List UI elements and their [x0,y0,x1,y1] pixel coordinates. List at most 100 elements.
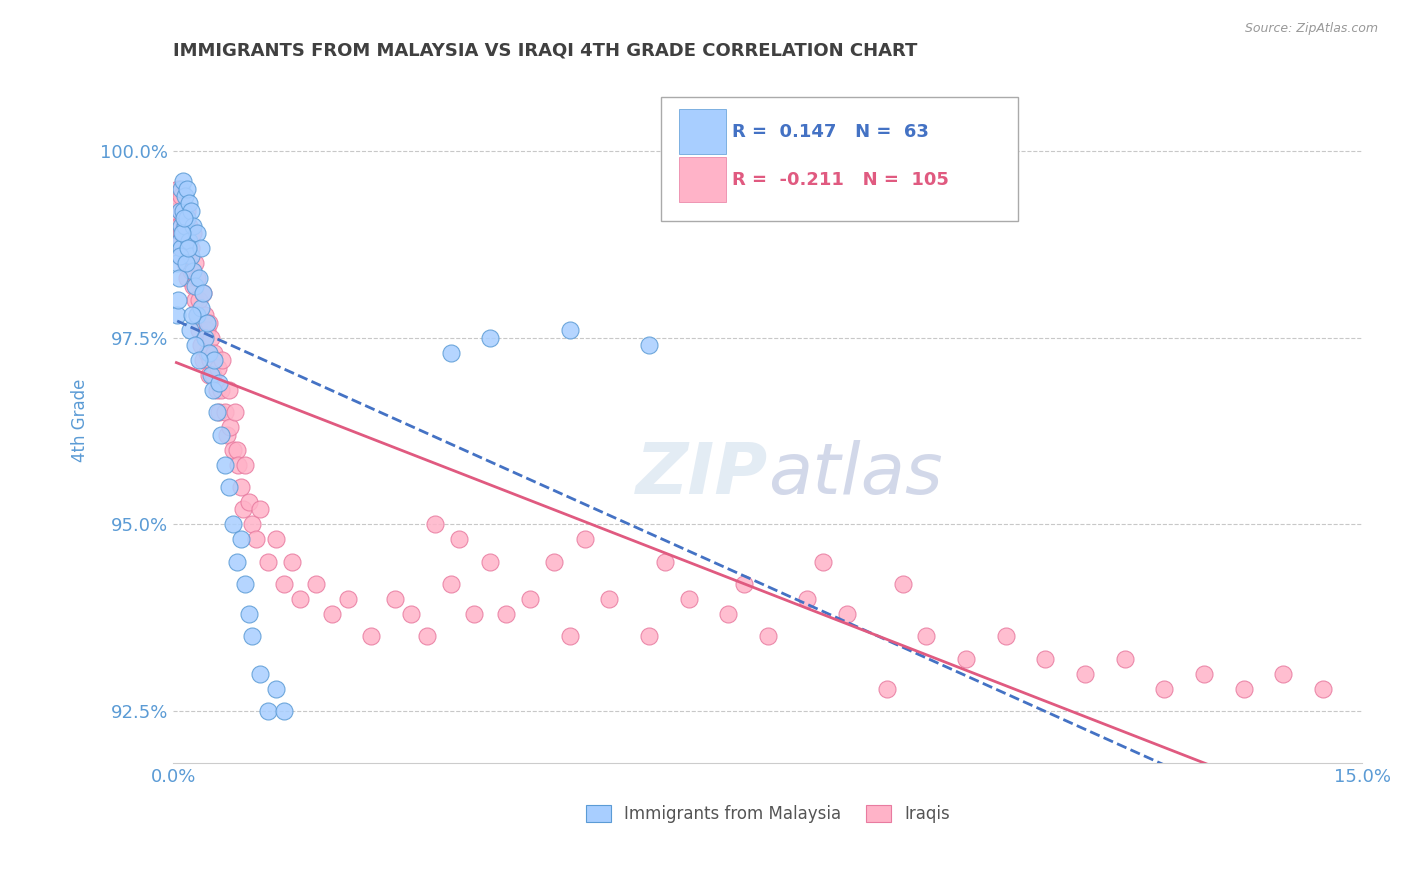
Point [170,241,193,255]
Point [177,241,200,255]
Point [186,309,208,323]
Point [221,442,243,457]
Point [242,517,264,532]
Point [181,227,204,241]
Point [229,480,252,494]
Point [204,345,226,359]
Point [221,517,243,532]
Point [226,458,249,472]
Point [200,353,222,368]
Point [813,555,835,569]
Point [1114,651,1136,665]
Point [172,203,194,218]
Point [495,607,517,621]
Point [336,591,359,606]
Point [638,629,661,643]
Point [837,607,859,621]
Point [176,181,198,195]
Point [173,211,195,226]
Point [190,241,212,255]
Point [177,219,200,233]
Point [170,181,193,195]
Point [574,533,596,547]
Text: Source: ZipAtlas.com: Source: ZipAtlas.com [1244,22,1378,36]
FancyBboxPatch shape [679,109,727,153]
Point [169,249,191,263]
Point [479,555,502,569]
Point [257,704,280,718]
Point [288,591,311,606]
Point [891,577,914,591]
Point [179,323,201,337]
Point [194,309,217,323]
Point [181,309,204,323]
Point [200,368,222,383]
Point [165,203,187,218]
Point [1192,666,1215,681]
Point [186,227,208,241]
Text: ZIP: ZIP [636,441,768,509]
Point [174,189,197,203]
Point [447,533,470,547]
Point [195,323,218,337]
Point [200,331,222,345]
Point [281,555,304,569]
Point [638,338,661,352]
Point [245,533,267,547]
Point [172,227,194,241]
Point [184,278,207,293]
Point [204,353,226,368]
Point [191,285,214,300]
Point [384,591,406,606]
Point [170,189,193,203]
Point [177,234,200,248]
Point [180,249,202,263]
Point [190,301,212,315]
Point [208,376,231,390]
Point [167,181,190,195]
Point [463,607,485,621]
Point [242,629,264,643]
Point [173,241,195,255]
Point [170,227,193,241]
Point [167,271,190,285]
Point [678,591,700,606]
Point [198,345,221,359]
Point [225,442,247,457]
Point [183,338,205,352]
Point [209,383,232,397]
Point [224,405,246,419]
Point [181,219,204,233]
Point [183,293,205,308]
Point [733,577,755,591]
Point [214,458,236,472]
Point [423,517,446,532]
Text: R =  -0.211   N =  105: R = -0.211 N = 105 [733,170,949,188]
Point [188,293,211,308]
Point [558,629,581,643]
Point [173,219,195,233]
Point [195,316,218,330]
Y-axis label: 4th Grade: 4th Grade [72,378,89,461]
Point [166,309,188,323]
Point [193,285,215,300]
Legend: Immigrants from Malaysia, Iraqis: Immigrants from Malaysia, Iraqis [585,805,950,823]
Point [205,383,228,397]
Point [169,196,191,211]
Point [218,480,240,494]
Point [214,405,236,419]
Point [955,651,977,665]
Point [558,323,581,337]
Point [218,383,240,397]
Point [915,629,938,643]
Point [225,555,247,569]
Point [174,256,197,270]
Point [166,256,188,270]
Point [186,309,208,323]
Point [176,271,198,285]
Point [194,331,217,345]
Point [717,607,740,621]
Point [519,591,541,606]
Point [194,331,217,345]
Point [172,174,194,188]
